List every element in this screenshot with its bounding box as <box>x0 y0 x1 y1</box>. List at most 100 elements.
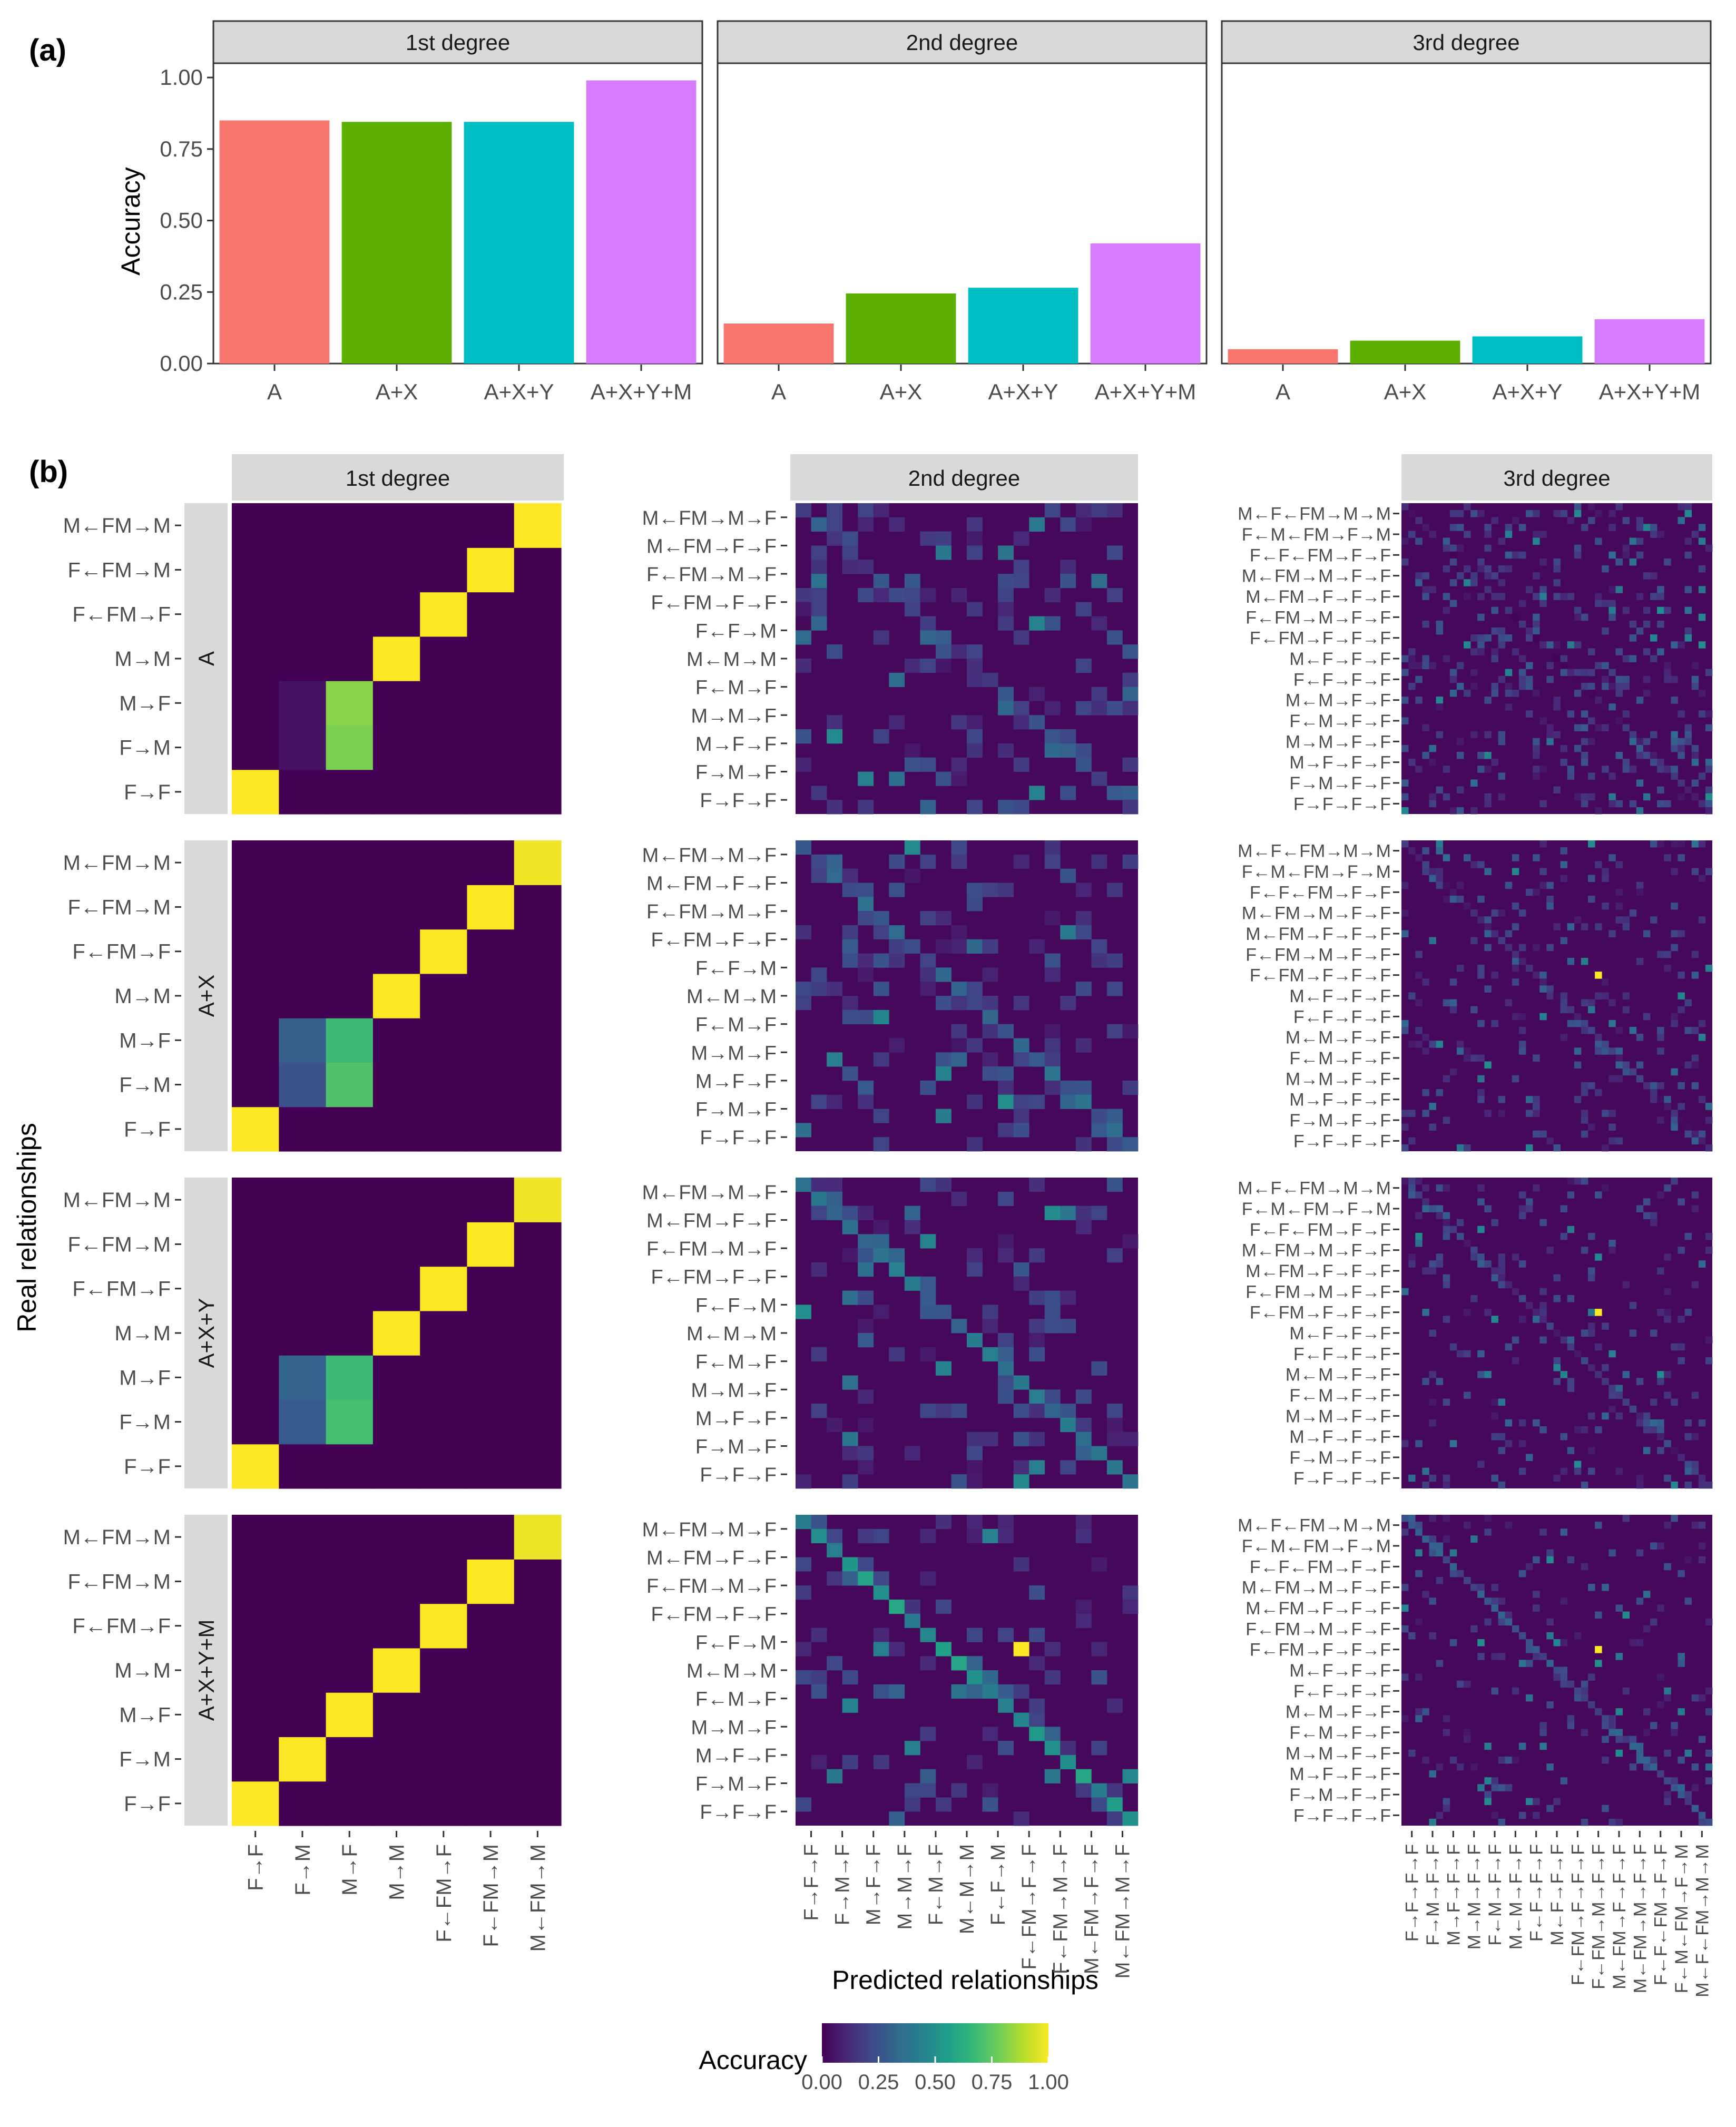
heatmap-cell <box>873 1642 889 1656</box>
heatmap-cell <box>1505 682 1513 690</box>
heatmap-cell <box>1449 579 1457 586</box>
heatmap-cell <box>514 1559 562 1604</box>
heatmap-cell <box>1629 731 1637 739</box>
y-tick-label: F←FM→M <box>67 896 171 919</box>
heatmap-facet-strip-3 <box>1401 454 1712 501</box>
heatmap-cell <box>1671 1729 1678 1736</box>
heatmap-cell <box>1643 1591 1651 1598</box>
heatmap-cell <box>1422 620 1429 628</box>
heatmap-cell <box>232 1018 279 1063</box>
heatmap-cell <box>1443 1715 1450 1722</box>
heatmap-cell <box>1615 586 1623 593</box>
heatmap-cell-peak <box>1595 972 1602 979</box>
heatmap-cell <box>1484 1618 1492 1626</box>
heatmap-cell <box>1106 1404 1123 1418</box>
heatmap-cell <box>1567 1336 1575 1344</box>
heatmap-cell <box>1567 641 1575 649</box>
heatmap-cell <box>1060 996 1076 1011</box>
heatmap-cell <box>1664 1096 1671 1103</box>
heatmap-cell <box>1464 1144 1471 1152</box>
heatmap-cell <box>982 996 998 1011</box>
heatmap-cell <box>1122 1811 1139 1826</box>
heatmap-cell <box>1401 1288 1409 1296</box>
heatmap-cell <box>1588 1274 1595 1282</box>
heatmap-cell <box>1553 579 1561 586</box>
heatmap-cell <box>1013 996 1029 1011</box>
heatmap-cell <box>1567 1715 1575 1722</box>
heatmap-cell <box>1505 531 1513 538</box>
heatmap-cell <box>1581 1247 1588 1254</box>
heatmap-cell <box>1657 1047 1664 1055</box>
heatmap-cell <box>1443 565 1450 573</box>
heatmap-cell <box>1588 772 1595 780</box>
heatmap-cell <box>920 1347 936 1362</box>
heatmap-cell <box>1415 1191 1423 1199</box>
heatmap-cell <box>1044 1290 1061 1305</box>
heatmap-cell <box>1029 616 1045 631</box>
heatmap-cell <box>1678 738 1685 746</box>
heatmap-cell <box>1629 1742 1637 1750</box>
heatmap-cell <box>1401 1673 1409 1681</box>
heatmap-cell <box>1636 752 1644 759</box>
heatmap-cell <box>873 1109 889 1123</box>
heatmap-cell <box>1075 517 1092 532</box>
heatmap-cell <box>1560 759 1568 766</box>
heatmap-cell <box>1505 1281 1513 1289</box>
y-tick-label: F←M←FM→F→M <box>1242 525 1391 545</box>
heatmap-cell <box>1533 613 1540 621</box>
y-tick-label: M←FM→F→F <box>646 535 777 557</box>
heatmap-cell <box>1691 1784 1699 1791</box>
heatmap-cell <box>1464 1736 1471 1743</box>
heatmap-cell <box>935 1797 952 1812</box>
heatmap-cell <box>1470 1584 1478 1591</box>
heatmap-cell <box>796 757 811 772</box>
x-tick-label: A+X <box>880 379 923 404</box>
x-tick-label: M←FM→F→F→F <box>1610 1844 1630 1989</box>
heatmap-cell <box>1443 1481 1450 1489</box>
heatmap-cell <box>1449 807 1457 815</box>
heatmap-cell <box>1449 1068 1457 1076</box>
heatmap-cell <box>1595 1660 1602 1667</box>
heatmap-cell <box>1546 1805 1554 1812</box>
heatmap-cell <box>1698 1137 1706 1145</box>
heatmap-cell <box>1408 662 1416 670</box>
heatmap-cell <box>1106 587 1123 603</box>
heatmap-cell <box>1429 1123 1436 1131</box>
heatmap-cell <box>1491 1274 1498 1282</box>
heatmap-cell <box>1456 881 1464 889</box>
heatmap-cell <box>1643 1729 1651 1736</box>
heatmap-cell <box>514 503 562 548</box>
heatmap-cell <box>1574 641 1582 649</box>
heatmap-cell <box>232 1444 279 1489</box>
y-tick-label: F←FM→M→F <box>646 1575 777 1597</box>
heatmap-cell <box>1574 1632 1582 1640</box>
y-tick-label: M→M <box>114 648 171 671</box>
heatmap-cell <box>1470 1625 1478 1633</box>
heatmap-cell <box>935 1642 952 1656</box>
heatmap-cell <box>1408 1632 1416 1640</box>
heatmap-cell <box>1595 1522 1602 1529</box>
heatmap-cell <box>1013 1811 1029 1826</box>
heatmap-cell <box>514 1178 562 1222</box>
heatmap-cell <box>1553 1357 1561 1365</box>
heatmap-cell <box>1560 744 1568 752</box>
heatmap-cell <box>1650 1419 1657 1427</box>
heatmap-cell <box>1075 1389 1092 1404</box>
heatmap-cell <box>1650 1096 1657 1103</box>
bar-panel-frame <box>717 62 1208 365</box>
heatmap-cell <box>467 973 515 1018</box>
heatmap-cell <box>1574 724 1582 732</box>
heatmap-cell <box>1013 1432 1029 1446</box>
heatmap-cell <box>1691 1061 1699 1069</box>
heatmap-cell <box>920 1234 936 1249</box>
heatmap-cell <box>1429 937 1436 945</box>
heatmap-cell <box>232 636 279 681</box>
heatmap-cell <box>904 1797 920 1812</box>
heatmap-cell <box>1588 669 1595 677</box>
heatmap-cell <box>920 757 936 772</box>
heatmap-cell <box>935 531 952 546</box>
heatmap-cell <box>1498 1818 1506 1826</box>
heatmap-cell <box>1477 648 1485 655</box>
heatmap-cell <box>1629 558 1637 566</box>
heatmap-cell <box>232 1559 279 1604</box>
